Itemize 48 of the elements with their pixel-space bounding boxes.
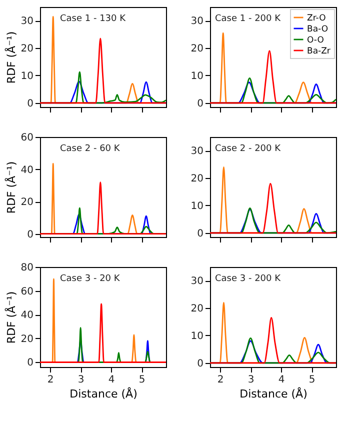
x-tick-label: 5: [138, 374, 146, 386]
y-tick-label: 0: [27, 98, 34, 110]
y-tick-label: 40: [20, 164, 34, 176]
x-tick-label: 3: [248, 374, 254, 386]
x-tick-label: 3: [78, 374, 84, 386]
x-axis-title: Distance (Å): [70, 386, 138, 400]
x-tick-label: 4: [108, 374, 115, 386]
x-axis-title: Distance (Å): [240, 386, 308, 400]
y-tick-label: 0: [27, 229, 34, 240]
x-tick-label: 2: [217, 374, 224, 386]
y-tick-label: 60: [20, 286, 34, 298]
legend-label: Ba-O: [307, 24, 328, 34]
y-tick-label: 20: [190, 44, 204, 55]
y-tick-label: 10: [20, 70, 34, 82]
y-tick-label: 30: [190, 16, 204, 28]
y-tick-label: 0: [27, 358, 34, 369]
text: Case 2 - 200 K: [215, 144, 282, 154]
y-tick-label: 10: [190, 70, 204, 82]
y-tick-label: 60: [20, 132, 34, 144]
y-tick-label: 10: [190, 200, 204, 212]
y-tick-label: 40: [20, 310, 34, 322]
y-tick-label: 30: [190, 276, 204, 288]
y-tick-label: 0: [197, 358, 204, 370]
text: Case 2 - 60 K: [60, 144, 121, 154]
y-tick-label: 20: [20, 197, 34, 208]
legend-label: O-O: [307, 36, 324, 46]
y-tick-label: 10: [190, 330, 204, 342]
legend-label: Zr-O: [307, 14, 326, 24]
x-tick-label: 4: [278, 374, 285, 386]
y-axis-title: RDF (Å⁻¹): [4, 31, 18, 84]
y-tick-label: 20: [190, 174, 204, 185]
y-tick-label: 0: [197, 228, 204, 240]
text: Case 3 - 200 K: [215, 274, 282, 284]
x-tick-label: 5: [308, 374, 316, 386]
y-tick-label: 30: [20, 16, 34, 28]
y-tick-label: 80: [20, 262, 34, 274]
text: Case 3 - 20 K: [60, 274, 121, 284]
y-axis-title: RDF (Å⁻¹): [4, 291, 18, 344]
y-tick-label: 20: [190, 304, 204, 315]
text: Case 1 - 130 K: [60, 14, 127, 24]
y-tick-label: 0: [197, 98, 204, 110]
legend-label: Ba-Zr: [307, 46, 331, 56]
y-tick-label: 20: [20, 334, 34, 345]
y-axis-title: RDF (Å⁻¹): [4, 161, 18, 214]
y-tick-label: 20: [20, 44, 34, 55]
y-tick-label: 30: [190, 146, 204, 158]
text: Case 1 - 200 K: [215, 14, 282, 24]
x-tick-label: 2: [47, 374, 54, 386]
